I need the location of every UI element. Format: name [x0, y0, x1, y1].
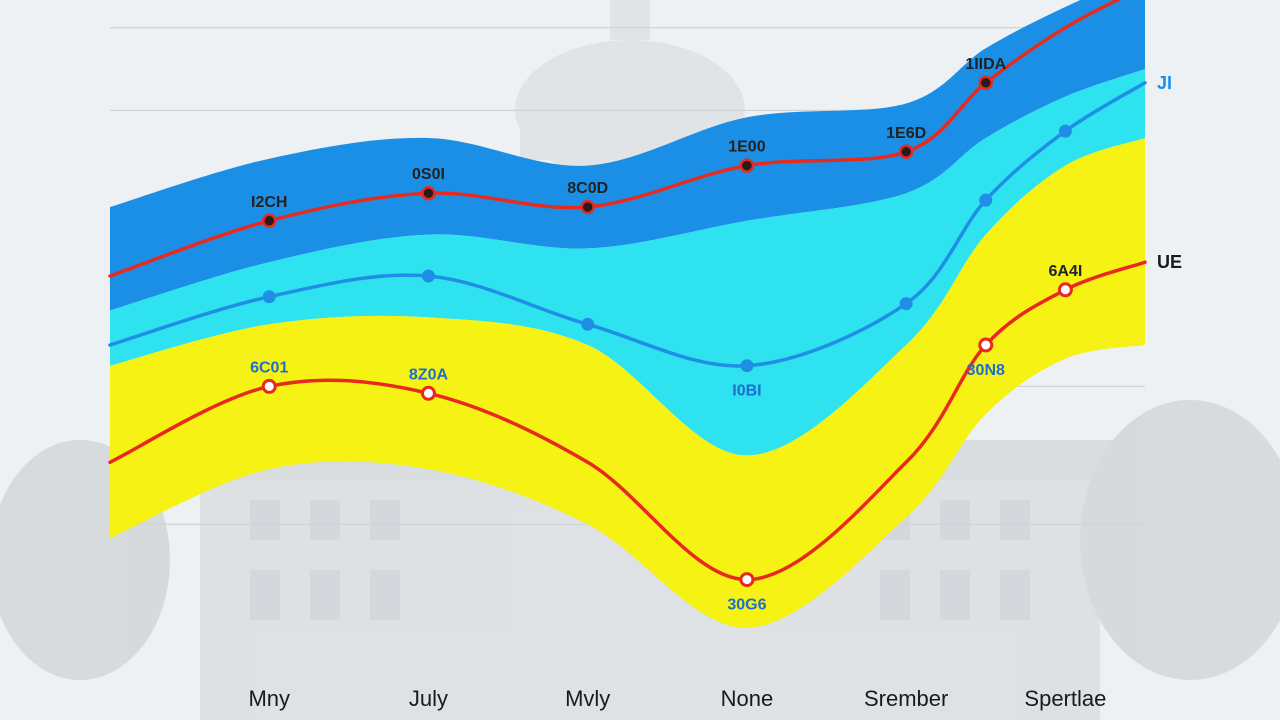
data-label: 6C01	[250, 359, 288, 376]
series-2-marker-3	[978, 337, 994, 353]
area-band-2	[110, 138, 1145, 628]
series-2-marker-0	[261, 378, 277, 394]
series-end-label: UE	[1157, 252, 1182, 272]
data-labels: I2CH 0S0I 8C0D 1E00 1E6D 1IIDA I0BI JI 6C01 8Z0A 3…	[250, 56, 1182, 614]
data-label: 0S0I	[412, 166, 445, 183]
x-tick-label: Spertlae	[1024, 686, 1106, 711]
series-1-marker-6	[1058, 124, 1072, 138]
series-1-marker-0	[262, 290, 276, 304]
series-2-marker-2	[739, 572, 755, 588]
series-0-marker-0	[261, 213, 277, 229]
series-end-label: JI	[1157, 73, 1172, 93]
x-tick-label: July	[409, 686, 448, 711]
area-bands	[110, 0, 1145, 628]
data-label: 30G6	[727, 597, 766, 614]
series-1-marker-3	[740, 359, 754, 373]
area-band-1	[110, 69, 1145, 456]
x-axis: Mny July Mvly None Srember Spertlae	[248, 686, 1106, 711]
series-1-marker-1	[421, 269, 435, 283]
series-2-marker-4	[1057, 282, 1073, 298]
series-1-marker-5	[979, 193, 993, 207]
series-0-marker-5	[978, 75, 994, 91]
series-0-marker-2	[580, 199, 595, 215]
series-1-marker-2	[581, 317, 595, 331]
data-label: 8Z0A	[409, 366, 449, 383]
data-label: 1IIDA	[965, 56, 1006, 73]
data-label: I2CH	[251, 194, 287, 211]
series-1-marker-4	[899, 297, 913, 311]
data-label: 6A4I	[1048, 263, 1082, 280]
data-label: 30N8	[967, 362, 1005, 379]
x-tick-label: Srember	[864, 686, 948, 711]
series-2-marker-1	[420, 385, 436, 401]
series-line-0	[108, 0, 1122, 278]
series-0-marker-3	[739, 158, 755, 173]
area-band-0	[110, 0, 1145, 311]
series-markers	[261, 75, 1073, 588]
data-label: 8C0D	[567, 180, 608, 197]
x-tick-label: Mny	[248, 686, 290, 711]
series-line-2	[108, 260, 1147, 582]
x-tick-label: Mvly	[565, 686, 610, 711]
data-label: 1E6D	[886, 125, 926, 142]
series-lines	[108, 0, 1147, 582]
series-0-marker-4	[898, 144, 914, 160]
data-label: 1E00	[728, 139, 765, 156]
data-label: I0BI	[732, 383, 761, 400]
x-tick-label: None	[721, 686, 774, 711]
series-line-1	[108, 81, 1147, 368]
series-0-marker-1	[421, 185, 436, 201]
